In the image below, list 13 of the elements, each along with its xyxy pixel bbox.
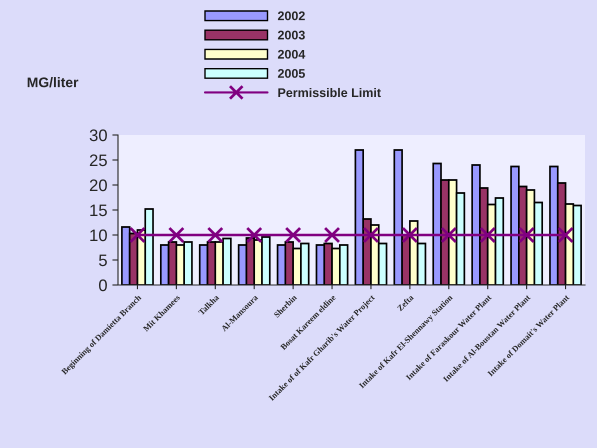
legend-label: Permissible Limit bbox=[278, 88, 381, 98]
y-tick-label: 5 bbox=[98, 254, 107, 266]
y-tick-label: 20 bbox=[90, 179, 107, 192]
legend-label: 2005 bbox=[278, 69, 305, 78]
y-tick-label: 25 bbox=[90, 154, 107, 166]
legend-label: 2003 bbox=[278, 30, 305, 40]
y-tick-label: 0 bbox=[98, 279, 107, 292]
y-axis-title: MG/liter bbox=[28, 77, 78, 88]
legend-label: 2002 bbox=[278, 11, 305, 20]
y-tick-label: 30 bbox=[90, 129, 107, 142]
legend-label: 2004 bbox=[278, 50, 306, 59]
y-tick-label: 10 bbox=[90, 229, 107, 242]
y-tick-label: 15 bbox=[90, 204, 107, 216]
